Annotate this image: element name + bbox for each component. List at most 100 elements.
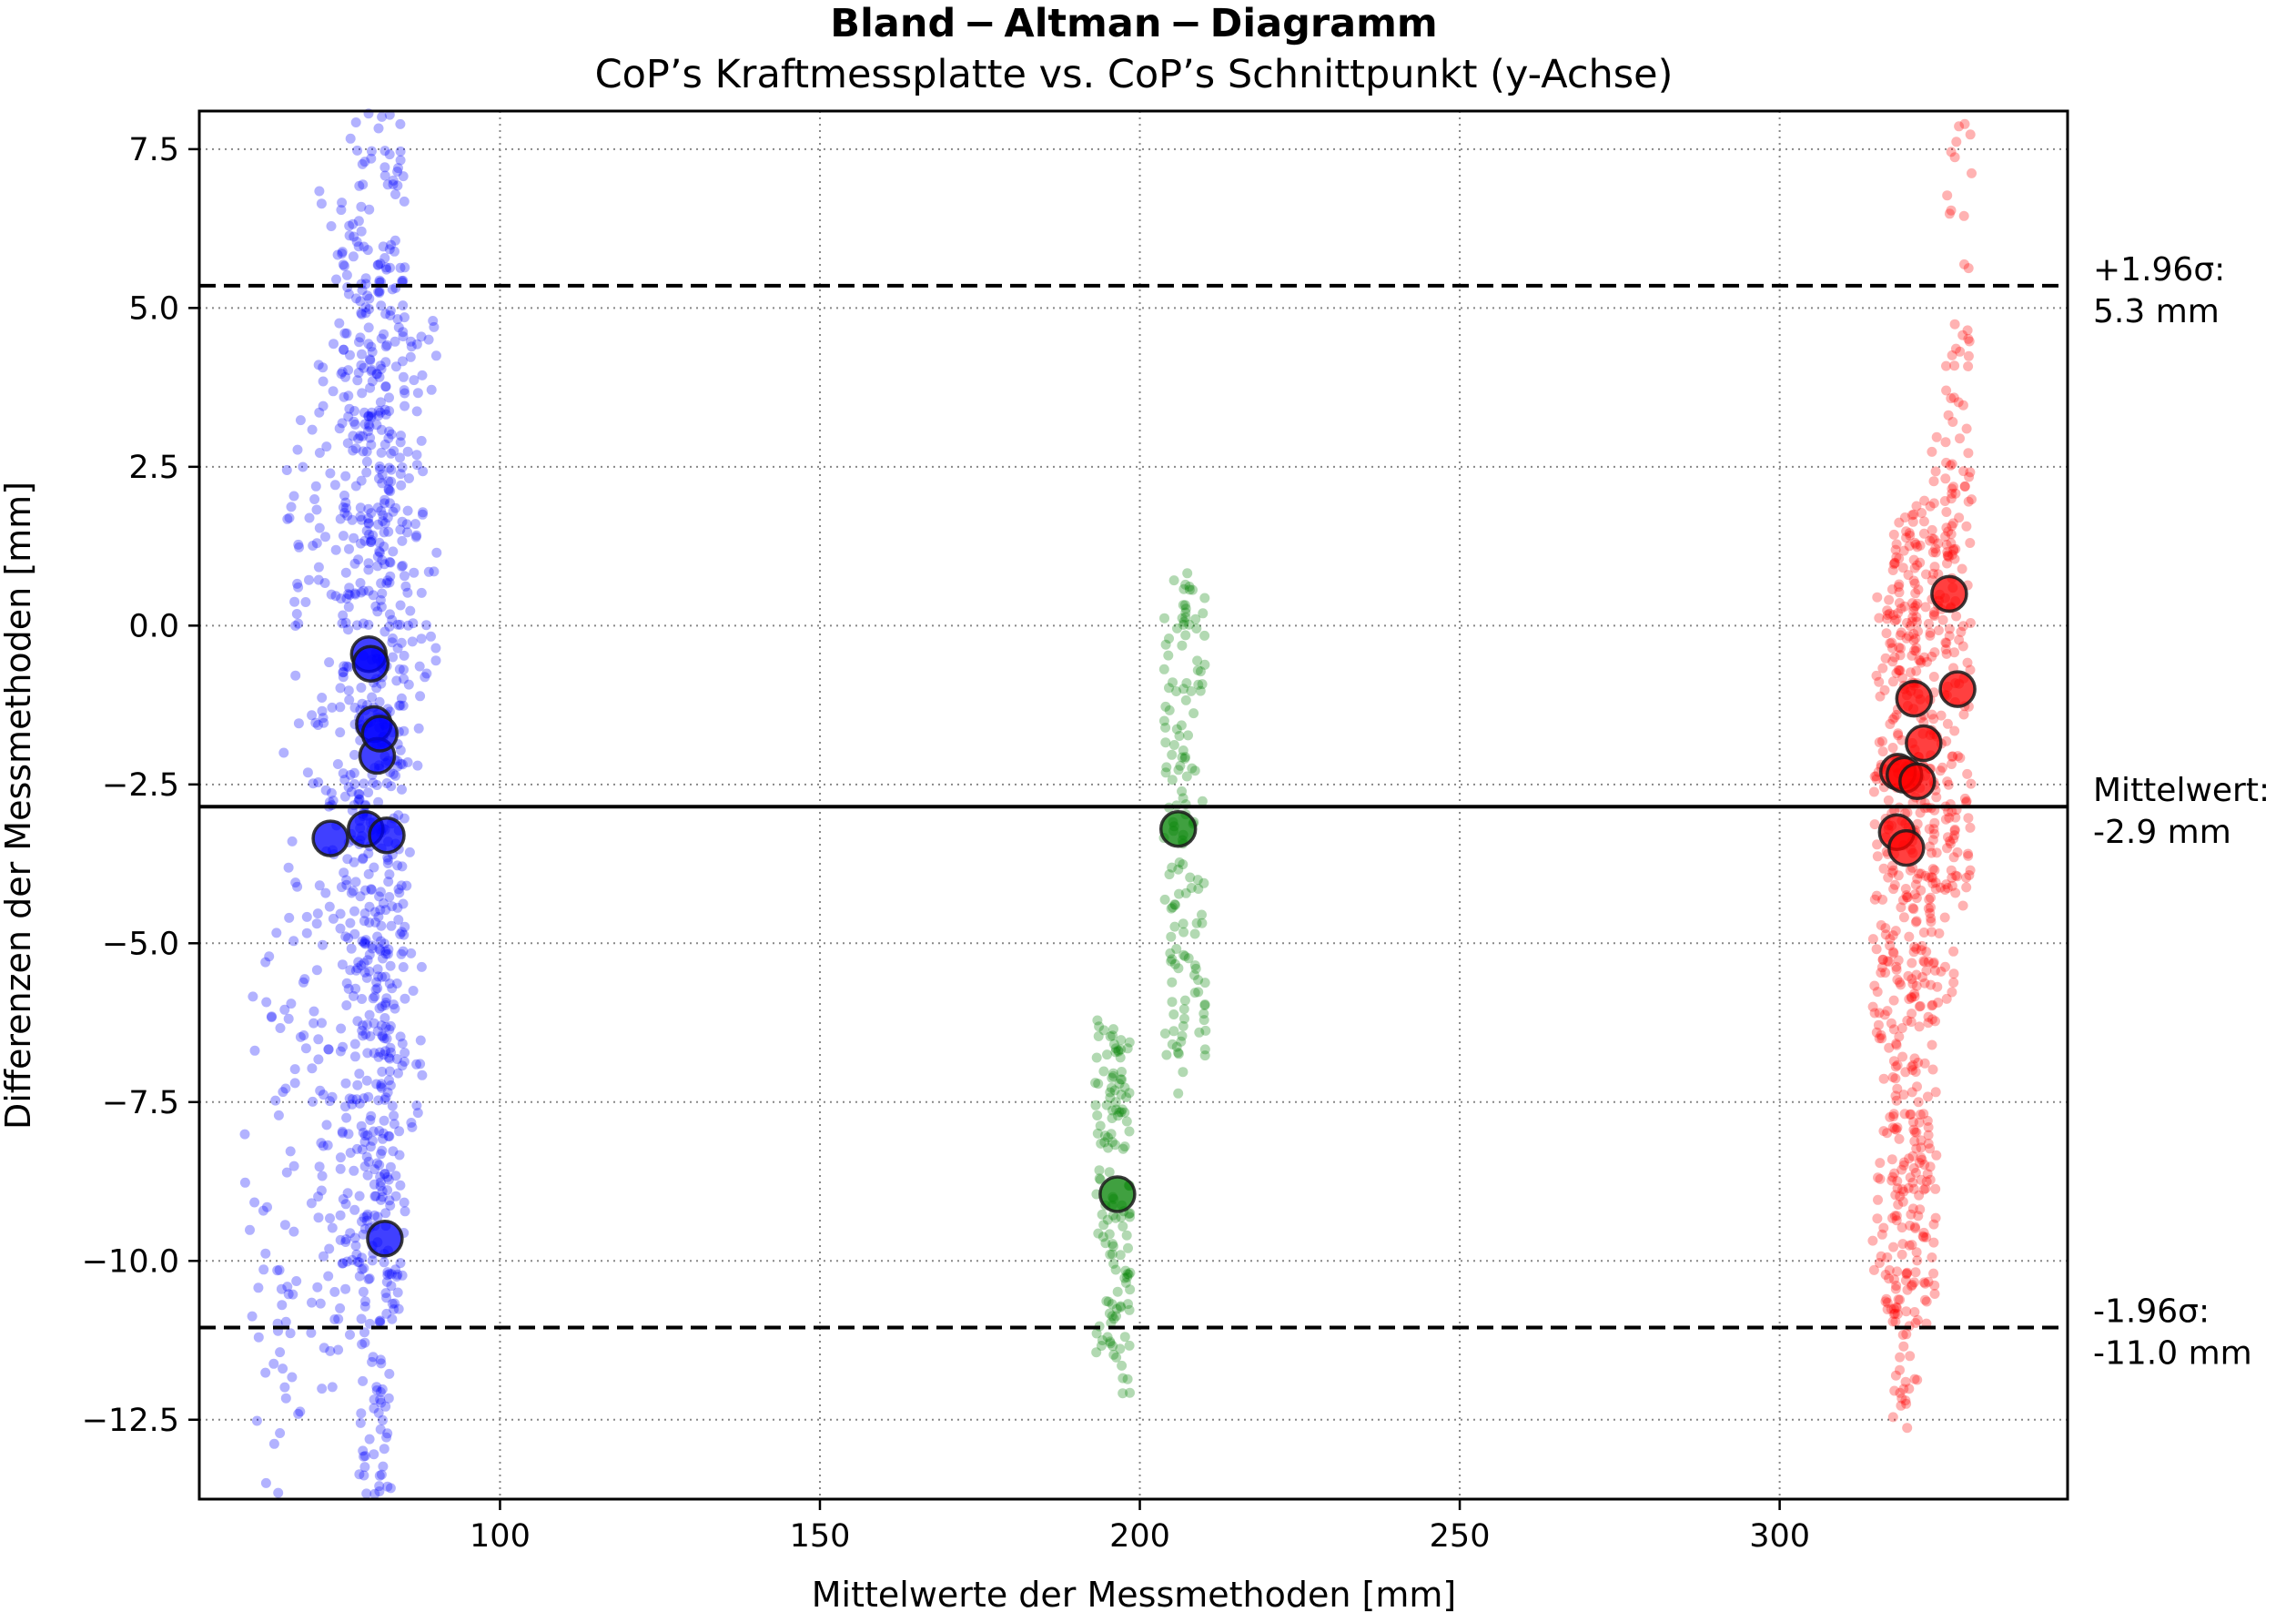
data-point [1907,958,1917,968]
data-point [1939,496,1950,506]
data-point [1946,393,1957,404]
data-point [295,415,306,426]
data-point [285,1328,296,1339]
data-point [384,892,395,902]
data-point [395,700,406,711]
data-point [360,273,371,284]
data-point [324,1243,335,1254]
data-point [1911,1143,1922,1154]
data-point [278,1087,288,1098]
data-point [359,1327,369,1338]
data-point [260,1367,271,1378]
data-point [370,917,380,928]
data-point [312,1282,323,1293]
data-point [388,175,399,186]
data-point [1897,563,1908,573]
subject-mean-point [1898,762,1937,801]
data-point [1872,851,1883,862]
data-point [380,998,391,1008]
data-point [374,891,385,902]
data-point [1963,350,1974,361]
data-point [1877,735,1887,746]
data-point [1936,966,1947,977]
data-point [384,1269,395,1279]
data-point [1159,1029,1170,1039]
data-point [1909,1136,1920,1147]
data-point [335,1046,346,1057]
data-point [1896,627,1907,638]
data-point [412,1108,423,1119]
data-point [397,356,408,367]
x-tick-label: 300 [1749,1518,1810,1555]
data-point [359,362,369,373]
data-point [1930,1212,1941,1223]
data-point [397,516,408,527]
data-point [391,675,402,686]
data-point [1108,1313,1119,1324]
data-point [366,884,377,895]
data-point [1892,1183,1903,1194]
data-point [318,1090,329,1100]
data-point [1189,765,1200,776]
data-point [366,440,377,451]
data-point [1929,606,1940,617]
data-point [1929,828,1940,839]
data-point [1893,1294,1904,1305]
data-point [1941,540,1952,550]
data-point [1908,1124,1919,1135]
data-point [364,917,375,928]
data-point [1943,806,1954,816]
data-point [343,685,354,696]
data-point [1877,955,1888,965]
data-point [1097,1335,1108,1345]
data-point [1168,677,1178,688]
data-point [1117,1067,1127,1077]
data-point [376,447,387,458]
data-point [352,375,363,386]
data-point [1889,1385,1900,1396]
data-point [387,1313,398,1324]
data-point [1113,1045,1124,1056]
data-point [375,464,385,474]
data-point [1945,836,1955,846]
data-point [1164,869,1175,880]
data-point [1928,609,1939,620]
data-point [335,1163,346,1174]
data-point [290,621,301,631]
data-point [1167,749,1178,760]
data-point [359,585,369,596]
data-point [1888,559,1899,570]
data-point [1902,892,1913,903]
data-point [397,1060,408,1071]
data-point [361,1019,372,1030]
data-point [342,511,353,521]
data-point [1907,1151,1918,1161]
data-point [366,535,377,545]
data-point [1902,1284,1913,1295]
data-point [390,189,400,199]
data-point [342,1188,353,1199]
data-point [411,1059,422,1070]
data-point [1180,612,1191,623]
data-point [374,1160,385,1171]
data-point [399,385,410,396]
data-point [1108,1068,1118,1079]
data-point [1918,1232,1929,1242]
data-point [1094,1021,1105,1032]
data-point [1096,1341,1107,1351]
data-point [285,1146,296,1157]
data-point [1893,730,1904,741]
data-point [1168,740,1179,750]
data-point [375,1171,386,1182]
data-point [328,913,339,924]
data-point [1881,1293,1892,1304]
data-point [349,1039,360,1049]
data-point [375,594,386,605]
data-point [363,558,374,569]
data-point [1178,793,1188,804]
data-point [359,1462,370,1473]
data-point [369,1126,379,1137]
data-point [359,1262,369,1273]
data-point [376,1469,387,1480]
data-point [311,965,322,976]
